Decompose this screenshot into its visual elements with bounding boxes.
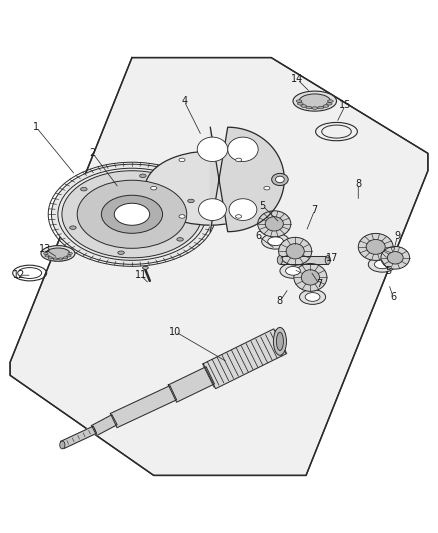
Ellipse shape	[228, 137, 258, 161]
Text: 15: 15	[339, 100, 351, 110]
Text: 6: 6	[255, 231, 261, 241]
Ellipse shape	[280, 263, 306, 278]
Ellipse shape	[179, 158, 185, 161]
Text: 2: 2	[90, 148, 96, 158]
Ellipse shape	[265, 217, 283, 231]
Ellipse shape	[143, 266, 148, 269]
Text: 10: 10	[170, 327, 182, 337]
Text: 14: 14	[291, 75, 304, 84]
Ellipse shape	[297, 102, 303, 105]
Text: 5: 5	[385, 266, 392, 276]
Ellipse shape	[276, 176, 284, 183]
Ellipse shape	[318, 106, 324, 109]
Polygon shape	[10, 58, 428, 475]
Ellipse shape	[59, 258, 63, 260]
Ellipse shape	[305, 293, 320, 301]
Ellipse shape	[101, 195, 162, 233]
Ellipse shape	[81, 188, 87, 191]
Ellipse shape	[301, 104, 307, 107]
Ellipse shape	[294, 263, 327, 292]
Ellipse shape	[77, 180, 187, 248]
Ellipse shape	[53, 258, 57, 260]
Ellipse shape	[45, 255, 49, 257]
Ellipse shape	[48, 257, 53, 259]
Ellipse shape	[387, 252, 403, 264]
Ellipse shape	[151, 187, 157, 190]
Ellipse shape	[258, 211, 291, 237]
Text: 6: 6	[390, 292, 396, 302]
Text: 9: 9	[394, 231, 400, 241]
Ellipse shape	[118, 251, 124, 254]
Ellipse shape	[198, 199, 226, 221]
Ellipse shape	[293, 91, 336, 111]
Ellipse shape	[279, 237, 312, 265]
Ellipse shape	[261, 233, 290, 249]
Text: 11: 11	[134, 270, 147, 280]
Text: 8: 8	[277, 296, 283, 306]
Ellipse shape	[264, 187, 270, 190]
Ellipse shape	[368, 256, 396, 272]
Text: 8: 8	[355, 179, 361, 189]
Ellipse shape	[236, 158, 242, 161]
Polygon shape	[110, 385, 177, 427]
Ellipse shape	[312, 107, 318, 109]
Ellipse shape	[296, 100, 302, 102]
Polygon shape	[92, 415, 117, 435]
Ellipse shape	[70, 226, 76, 229]
Polygon shape	[168, 367, 215, 402]
Ellipse shape	[236, 215, 242, 218]
Ellipse shape	[46, 248, 70, 259]
Ellipse shape	[114, 203, 150, 225]
Ellipse shape	[67, 255, 71, 257]
Ellipse shape	[229, 199, 257, 221]
Ellipse shape	[197, 137, 228, 161]
Text: 12: 12	[13, 270, 25, 280]
Ellipse shape	[358, 233, 393, 261]
Ellipse shape	[273, 327, 286, 356]
Text: 13: 13	[39, 244, 51, 254]
Ellipse shape	[366, 239, 385, 254]
Ellipse shape	[326, 102, 332, 105]
Ellipse shape	[328, 100, 333, 102]
Ellipse shape	[306, 106, 311, 109]
Ellipse shape	[272, 173, 288, 185]
Text: 17: 17	[326, 253, 338, 263]
Ellipse shape	[51, 164, 212, 264]
Ellipse shape	[381, 246, 410, 269]
Ellipse shape	[179, 215, 185, 218]
Ellipse shape	[60, 441, 65, 449]
Ellipse shape	[276, 332, 283, 351]
Ellipse shape	[41, 246, 75, 261]
Polygon shape	[203, 329, 286, 389]
Ellipse shape	[68, 252, 72, 255]
Polygon shape	[210, 127, 284, 232]
Text: 7: 7	[311, 205, 318, 215]
Ellipse shape	[325, 256, 330, 264]
Polygon shape	[280, 256, 328, 264]
Ellipse shape	[44, 252, 48, 255]
Ellipse shape	[64, 257, 68, 259]
Ellipse shape	[268, 237, 283, 246]
Text: 5: 5	[259, 200, 266, 211]
Ellipse shape	[177, 238, 184, 241]
Ellipse shape	[374, 260, 390, 269]
Polygon shape	[61, 426, 97, 448]
Ellipse shape	[286, 244, 304, 259]
Ellipse shape	[188, 199, 194, 203]
Ellipse shape	[286, 266, 300, 275]
Ellipse shape	[300, 289, 325, 304]
Ellipse shape	[323, 104, 328, 107]
Text: 7: 7	[316, 279, 322, 289]
Ellipse shape	[301, 270, 319, 285]
Ellipse shape	[62, 171, 202, 258]
Text: 1: 1	[33, 122, 39, 132]
Ellipse shape	[277, 256, 283, 264]
Ellipse shape	[145, 151, 276, 225]
Ellipse shape	[140, 174, 146, 177]
Ellipse shape	[299, 94, 330, 108]
Text: 4: 4	[181, 96, 187, 106]
